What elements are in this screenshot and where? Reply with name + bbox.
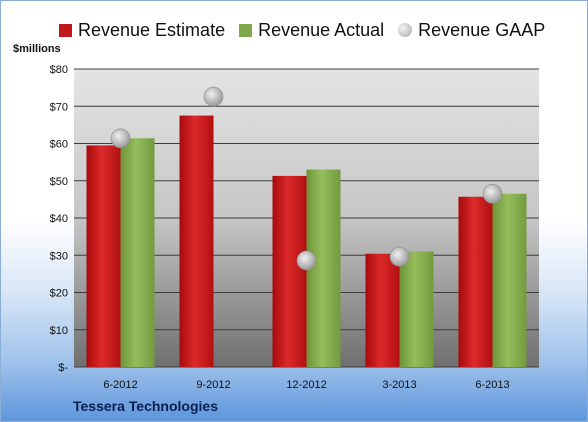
y-tick-label: $70 bbox=[50, 101, 68, 113]
legend: Revenue Estimate Revenue Actual Revenue … bbox=[59, 17, 559, 43]
legend-label-estimate: Revenue Estimate bbox=[78, 19, 226, 40]
x-axis-ticks: 6-2012 9-2012 12-2012 3-2013 6-2013 bbox=[103, 379, 509, 391]
y-tick-label: $- bbox=[58, 362, 68, 374]
y-axis-ticks: $- $10 $20 $30 $40 $50 $60 $70 $80 bbox=[50, 64, 69, 374]
x-tick-label: 6-2012 bbox=[103, 379, 137, 391]
legend-item-actual: Revenue Actual bbox=[239, 20, 384, 41]
bar-estimate bbox=[179, 115, 214, 367]
legend-swatch-actual bbox=[239, 23, 253, 37]
gaap-marker bbox=[389, 246, 410, 267]
legend-swatch-estimate bbox=[59, 23, 72, 37]
gaap-markers bbox=[110, 86, 503, 271]
y-tick-label: $80 bbox=[50, 64, 68, 76]
legend-label-actual: Revenue Actual bbox=[258, 19, 385, 40]
y-tick-label: $60 bbox=[50, 139, 68, 151]
bar-estimate bbox=[272, 175, 307, 367]
gaap-marker bbox=[110, 128, 131, 149]
bar-actual bbox=[120, 138, 155, 367]
y-axis-units-label: $millions bbox=[13, 43, 61, 55]
y-tick-label: $10 bbox=[50, 325, 68, 337]
legend-label-gaap: Revenue GAAP bbox=[418, 19, 546, 40]
bar-actual bbox=[399, 251, 434, 367]
bar-estimate bbox=[86, 145, 121, 367]
y-tick-label: $20 bbox=[50, 288, 68, 300]
gaap-marker bbox=[203, 86, 224, 107]
gaap-marker bbox=[296, 250, 317, 271]
legend-item-estimate: Revenue Estimate bbox=[59, 20, 225, 41]
x-tick-label: 6-2013 bbox=[475, 379, 509, 391]
bar-estimate bbox=[458, 196, 493, 367]
x-tick-label: 3-2013 bbox=[382, 379, 416, 391]
gaap-marker bbox=[482, 183, 503, 204]
company-name: Tessera Technologies bbox=[73, 398, 218, 414]
bar-estimate bbox=[365, 253, 400, 367]
legend-item-gaap: Revenue GAAP bbox=[398, 20, 545, 41]
legend-swatch-gaap bbox=[398, 23, 413, 37]
x-tick-label: 12-2012 bbox=[286, 379, 326, 391]
y-tick-label: $30 bbox=[50, 250, 68, 262]
x-tick-label: 9-2012 bbox=[196, 379, 230, 391]
bar-actual bbox=[492, 193, 527, 367]
y-tick-label: $50 bbox=[50, 176, 68, 188]
y-tick-label: $40 bbox=[50, 213, 68, 225]
